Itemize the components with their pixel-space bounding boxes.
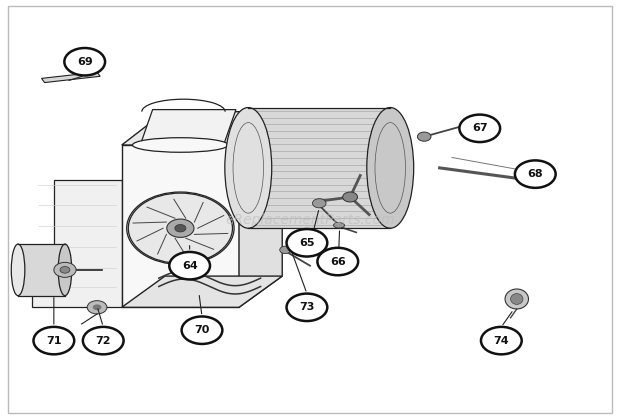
- Circle shape: [93, 304, 102, 310]
- Ellipse shape: [367, 108, 414, 228]
- Circle shape: [417, 132, 431, 141]
- Text: 69: 69: [77, 57, 92, 67]
- Circle shape: [87, 301, 107, 314]
- Circle shape: [343, 192, 358, 202]
- Text: 70: 70: [194, 325, 210, 335]
- Polygon shape: [122, 276, 282, 307]
- Circle shape: [286, 229, 327, 256]
- Polygon shape: [42, 72, 100, 83]
- Text: 65: 65: [299, 238, 315, 248]
- Text: 73: 73: [299, 303, 314, 312]
- Ellipse shape: [58, 244, 72, 296]
- Circle shape: [64, 48, 105, 75]
- Ellipse shape: [133, 138, 228, 152]
- Circle shape: [126, 192, 234, 264]
- Text: 74: 74: [494, 336, 509, 346]
- Ellipse shape: [505, 289, 528, 309]
- Circle shape: [33, 327, 74, 354]
- Circle shape: [317, 248, 358, 275]
- Polygon shape: [140, 110, 236, 145]
- Text: 66: 66: [330, 256, 346, 266]
- Text: 67: 67: [472, 123, 487, 133]
- Text: 64: 64: [182, 261, 198, 271]
- Circle shape: [83, 327, 123, 354]
- Polygon shape: [18, 244, 65, 296]
- Polygon shape: [32, 180, 122, 307]
- Polygon shape: [239, 112, 282, 307]
- Polygon shape: [122, 112, 282, 145]
- Ellipse shape: [511, 294, 523, 304]
- Circle shape: [280, 246, 291, 253]
- Circle shape: [169, 252, 210, 279]
- Circle shape: [459, 115, 500, 142]
- Text: 68: 68: [528, 169, 543, 179]
- Circle shape: [515, 160, 556, 188]
- Polygon shape: [122, 145, 239, 307]
- Text: eReplacementParts.com: eReplacementParts.com: [225, 213, 395, 227]
- Ellipse shape: [11, 244, 25, 296]
- Circle shape: [54, 262, 76, 277]
- Circle shape: [481, 327, 521, 354]
- Text: 71: 71: [46, 336, 61, 346]
- Circle shape: [182, 316, 223, 344]
- Ellipse shape: [225, 108, 272, 228]
- Circle shape: [312, 199, 326, 208]
- Circle shape: [167, 219, 194, 238]
- Circle shape: [175, 225, 186, 232]
- Text: 72: 72: [95, 336, 111, 346]
- Circle shape: [286, 294, 327, 321]
- Ellipse shape: [334, 222, 345, 228]
- Circle shape: [60, 266, 70, 273]
- Polygon shape: [248, 108, 390, 228]
